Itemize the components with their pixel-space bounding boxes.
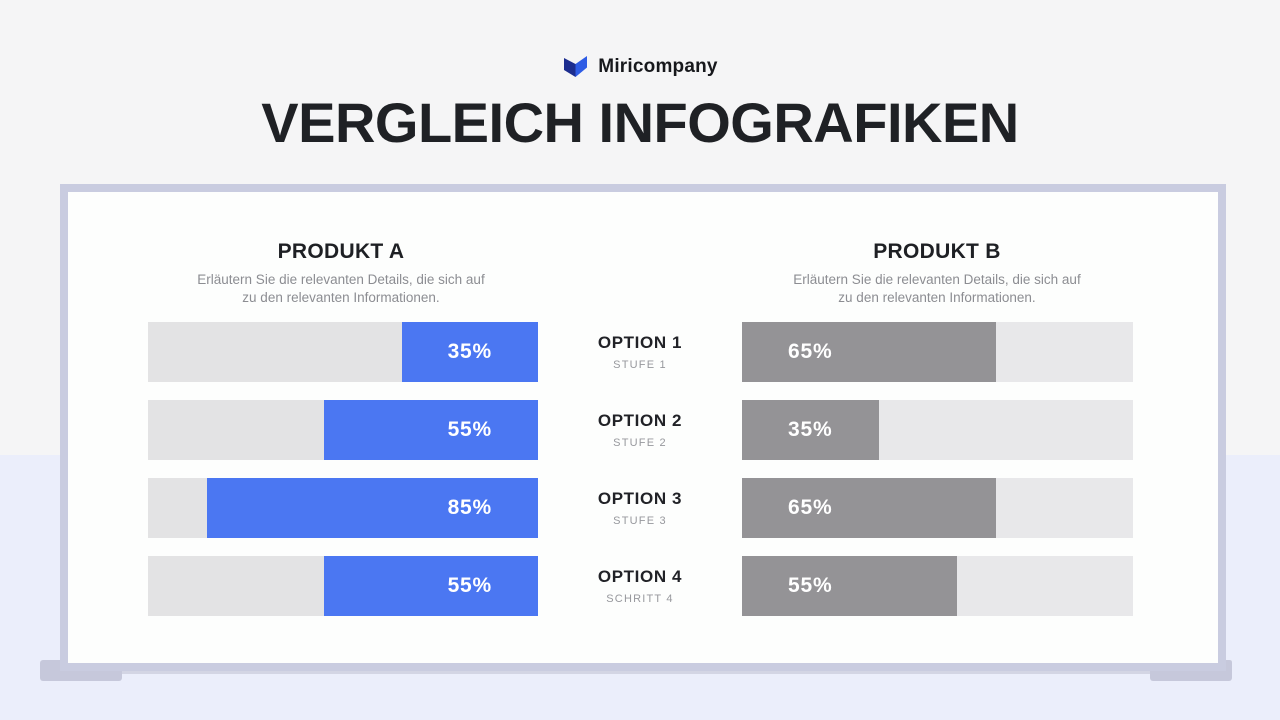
bar-track-product-a: 35% <box>148 322 538 382</box>
comparison-row: 85% OPTION 3 STUFE 3 65% <box>0 478 1280 538</box>
option-title: OPTION 2 <box>597 411 683 430</box>
bar-fill-product-b: 65% <box>742 478 997 538</box>
bar-value-label-b: 35% <box>788 418 833 441</box>
brand-logo-icon <box>562 56 589 78</box>
bar-value-label-a: 55% <box>447 574 492 597</box>
option-label-group: OPTION 2 STUFE 2 <box>560 400 720 449</box>
product-b-desc-line1: Erläutern Sie die relevanten Details, di… <box>793 272 1081 287</box>
product-a-desc-line1: Erläutern Sie die relevanten Details, di… <box>197 272 485 287</box>
option-subtitle: STUFE 2 <box>613 437 667 449</box>
bar-fill-product-a: 35% <box>401 322 538 382</box>
option-label-group: OPTION 4 SCHRITT 4 <box>560 556 720 605</box>
brand-name: Miricompany <box>598 56 718 77</box>
option-title: OPTION 1 <box>597 333 683 352</box>
bar-fill-product-a: 85% <box>206 478 538 538</box>
bar-value-label-a: 85% <box>447 496 492 519</box>
bar-fill-product-a: 55% <box>323 556 538 616</box>
product-a-description: Erläutern Sie die relevanten Details, di… <box>161 271 521 306</box>
product-b-header: PRODUKT B Erläutern Sie die relevanten D… <box>757 240 1117 306</box>
bar-value-label-a: 35% <box>447 340 492 363</box>
bar-value-label-b: 55% <box>788 574 833 597</box>
bar-track-product-b: 55% <box>742 556 1133 616</box>
comparison-row: 55% OPTION 2 STUFE 2 35% <box>0 400 1280 460</box>
option-title: OPTION 3 <box>597 489 683 508</box>
bar-value-label-b: 65% <box>788 340 833 363</box>
option-title: OPTION 4 <box>597 567 683 586</box>
bar-fill-product-b: 65% <box>742 322 997 382</box>
bar-fill-product-a: 55% <box>323 400 538 460</box>
product-a-desc-line2: zu den relevanten Informationen. <box>242 289 440 305</box>
option-subtitle: STUFE 3 <box>613 515 667 527</box>
bar-track-product-b: 65% <box>742 322 1133 382</box>
product-b-description: Erläutern Sie die relevanten Details, di… <box>757 271 1117 306</box>
product-b-title: PRODUKT B <box>873 240 1001 263</box>
bar-track-product-a: 55% <box>148 556 538 616</box>
page-title: VERGLEICH INFOGRAFIKEN <box>261 91 1019 154</box>
bar-fill-product-b: 35% <box>742 400 879 460</box>
product-a-header: PRODUKT A Erläutern Sie die relevanten D… <box>161 240 521 306</box>
bar-track-product-a: 55% <box>148 400 538 460</box>
option-subtitle: STUFE 1 <box>613 359 667 371</box>
bar-track-product-b: 35% <box>742 400 1133 460</box>
option-label-group: OPTION 1 STUFE 1 <box>560 322 720 371</box>
bar-track-product-b: 65% <box>742 478 1133 538</box>
bar-track-product-a: 85% <box>148 478 538 538</box>
bar-fill-product-b: 55% <box>742 556 958 616</box>
comparison-row: 55% OPTION 4 SCHRITT 4 55% <box>0 556 1280 616</box>
bar-value-label-b: 65% <box>788 496 833 519</box>
brand: Miricompany <box>0 56 1280 78</box>
product-a-title: PRODUKT A <box>277 240 405 263</box>
comparison-row: 35% OPTION 1 STUFE 1 65% <box>0 322 1280 382</box>
bar-value-label-a: 55% <box>447 418 492 441</box>
option-subtitle: SCHRITT 4 <box>606 593 674 605</box>
product-b-desc-line2: zu den relevanten Informationen. <box>838 289 1036 305</box>
option-label-group: OPTION 3 STUFE 3 <box>560 478 720 527</box>
